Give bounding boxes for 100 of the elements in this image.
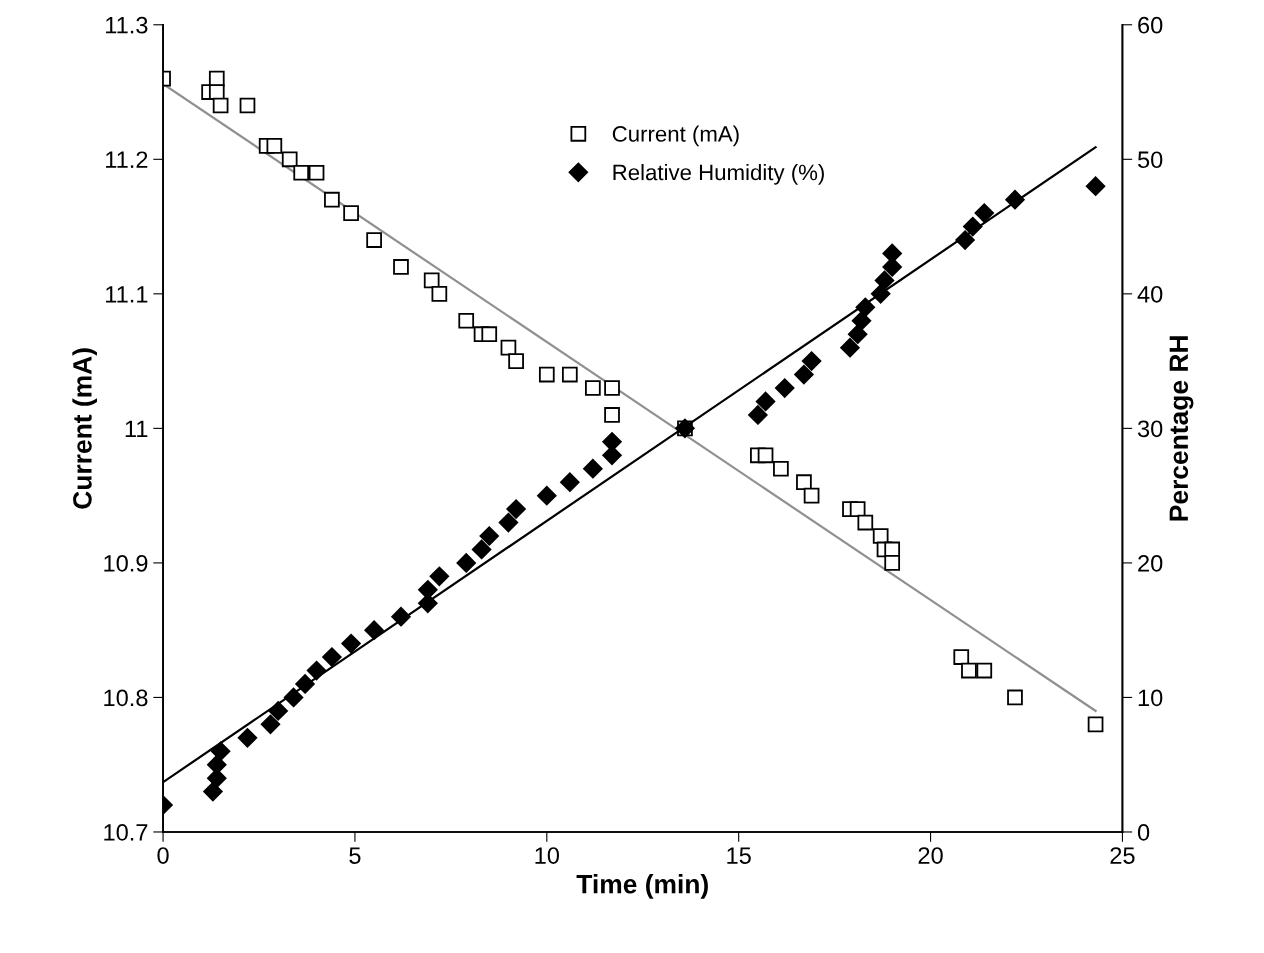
point <box>561 366 578 383</box>
point <box>757 447 774 464</box>
point <box>324 191 340 208</box>
point <box>498 512 519 533</box>
point <box>1007 689 1023 706</box>
point <box>796 474 812 491</box>
y-tick-label: 11.3 <box>106 16 148 34</box>
point <box>537 485 557 506</box>
x-tick-label: 10 <box>535 847 560 864</box>
y-axis-title: Current (mA) <box>72 348 97 509</box>
point <box>773 460 789 477</box>
point <box>1085 176 1106 196</box>
point <box>748 405 768 425</box>
point <box>857 514 874 531</box>
y-tick-label: 11 <box>125 420 148 437</box>
y2-tick-label: 10 <box>1138 689 1163 707</box>
point <box>851 311 872 331</box>
point <box>974 203 995 223</box>
y2-tick-label: 50 <box>1137 151 1163 169</box>
point <box>794 364 814 385</box>
point <box>953 649 970 665</box>
point <box>366 232 382 248</box>
point <box>260 714 281 735</box>
point <box>429 566 450 587</box>
y2-tick-label: 0 <box>1137 824 1150 841</box>
y2-tick-label: 40 <box>1137 285 1163 303</box>
point <box>207 754 227 775</box>
point <box>506 499 526 519</box>
point <box>418 580 438 600</box>
point <box>604 407 620 423</box>
y2-tick-label: 30 <box>1137 420 1163 438</box>
point <box>801 351 822 371</box>
point <box>874 270 895 291</box>
legend-label: Current (mA) <box>612 125 739 147</box>
y-tick-label: 11.1 <box>106 286 148 303</box>
point <box>456 553 476 573</box>
point <box>239 97 256 114</box>
point <box>471 539 492 560</box>
point <box>585 380 601 396</box>
point <box>604 380 620 396</box>
point <box>855 297 876 318</box>
point <box>508 353 524 369</box>
y-tick-label: 11.2 <box>106 151 148 168</box>
point <box>341 633 361 654</box>
y-tick-label: 10.8 <box>104 689 148 707</box>
point <box>870 284 891 304</box>
x-tick-label: 15 <box>727 847 751 864</box>
y-tick-label: 10.7 <box>104 824 148 841</box>
x-tick-label: 25 <box>1110 847 1135 864</box>
point <box>560 472 580 492</box>
point <box>343 205 359 221</box>
point <box>955 230 975 250</box>
point <box>963 216 983 237</box>
point <box>479 526 499 546</box>
x-tick-label: 5 <box>349 847 361 864</box>
point <box>458 312 475 329</box>
x-tick-label: 20 <box>918 847 943 864</box>
point <box>393 259 409 275</box>
point <box>281 151 298 168</box>
point <box>208 84 225 100</box>
point <box>1087 716 1104 733</box>
point <box>237 728 258 748</box>
point <box>210 741 231 761</box>
point <box>293 164 310 181</box>
point <box>306 660 327 681</box>
point <box>774 378 795 398</box>
point <box>884 555 901 571</box>
point <box>203 781 223 802</box>
point <box>803 487 820 504</box>
point <box>481 326 498 343</box>
point <box>538 366 555 383</box>
point <box>602 432 622 452</box>
x-axis-title: Time (min) <box>576 874 708 899</box>
point <box>976 662 993 679</box>
point <box>847 324 868 344</box>
y2-tick-label: 60 <box>1138 16 1163 34</box>
point <box>268 701 288 721</box>
point <box>423 272 440 289</box>
point <box>322 647 342 667</box>
y2-axis-title: Percentage RH <box>1169 336 1194 521</box>
y2-tick-label: 20 <box>1138 554 1163 572</box>
point <box>212 97 229 114</box>
point <box>872 528 889 544</box>
point <box>583 458 603 479</box>
point <box>364 620 384 640</box>
point <box>882 243 902 264</box>
point <box>1005 189 1025 210</box>
point <box>295 674 315 694</box>
point <box>308 164 325 181</box>
legend-label: Relative Humidity (%) <box>613 163 824 185</box>
point <box>840 337 860 358</box>
point <box>849 501 866 517</box>
point <box>431 285 448 302</box>
point <box>283 687 304 708</box>
point <box>391 606 411 627</box>
point <box>961 662 977 679</box>
point <box>755 391 776 412</box>
x-tick-label: 0 <box>157 847 169 864</box>
point <box>266 138 283 154</box>
y-tick-label: 10.9 <box>104 554 148 572</box>
